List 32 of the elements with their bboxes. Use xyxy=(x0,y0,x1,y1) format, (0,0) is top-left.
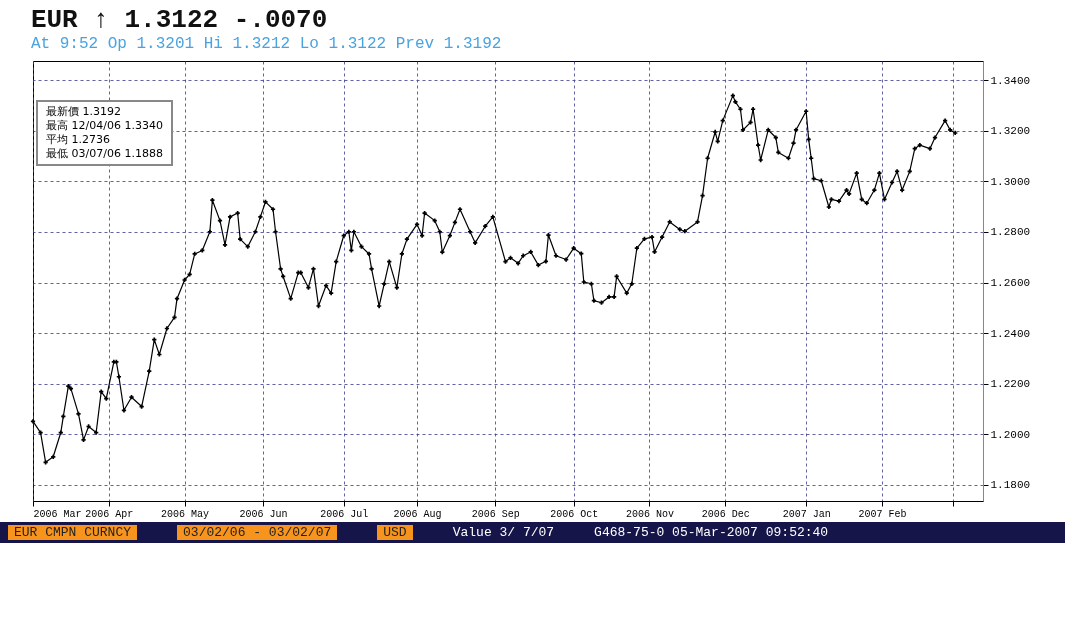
text: EUR CMPN CURNCY xyxy=(8,525,138,540)
x-tick-label: 2006 Nov xyxy=(625,508,674,520)
x-tick-label: 2006 Jul xyxy=(320,508,369,520)
text: G468-75-0 05-Mar-2007 09:52:40 xyxy=(594,525,829,540)
y-tick-label: 1.2000 xyxy=(990,428,1031,441)
y-tick-label: 1.2200 xyxy=(990,378,1031,391)
y-tick-label: 1.2400 xyxy=(990,327,1031,340)
chart-subtitle: At 9:52 Op 1.3201 Hi 1.3212 Lo 1.3122 Prev 1.3192 xyxy=(30,35,502,53)
x-tick-label: 2007 Jan xyxy=(782,508,831,520)
text: Value 3/ 7/07 xyxy=(452,525,555,540)
annotation: 最新價 1.3192 xyxy=(46,105,122,119)
annotation: 平均 1.2736 xyxy=(46,133,111,147)
y-tick-label: 1.2600 xyxy=(990,277,1031,290)
y-tick-label: 1.2800 xyxy=(990,226,1031,239)
y-tick-label: 1.3000 xyxy=(990,175,1031,188)
text: USD xyxy=(377,525,413,540)
x-tick-label: 2006 Mar xyxy=(33,508,82,520)
text: 03/02/06 - 03/02/07 xyxy=(177,525,338,540)
x-tick-label: 2006 Jun xyxy=(239,508,288,520)
y-tick-label: 1.1800 xyxy=(990,479,1031,492)
x-tick-label: 2007 Feb xyxy=(858,508,907,520)
y-tick-label: 1.3200 xyxy=(990,125,1031,138)
annotation: 最高 12/04/06 1.3340 xyxy=(46,119,163,133)
x-tick-label: 2006 Oct xyxy=(550,508,599,520)
annotation: 最低 03/07/06 1.1888 xyxy=(46,147,163,161)
x-tick-label: 2006 Aug xyxy=(393,508,442,520)
y-tick-label: 1.3400 xyxy=(990,74,1031,87)
x-tick-label: 2006 Apr xyxy=(85,508,134,520)
x-tick-label: 2006 Dec xyxy=(701,508,750,520)
x-tick-label: 2006 May xyxy=(161,508,210,520)
chart-title: EUR ↑ 1.3122 -.0070 xyxy=(30,5,328,35)
x-tick-label: 2006 Sep xyxy=(471,508,520,520)
